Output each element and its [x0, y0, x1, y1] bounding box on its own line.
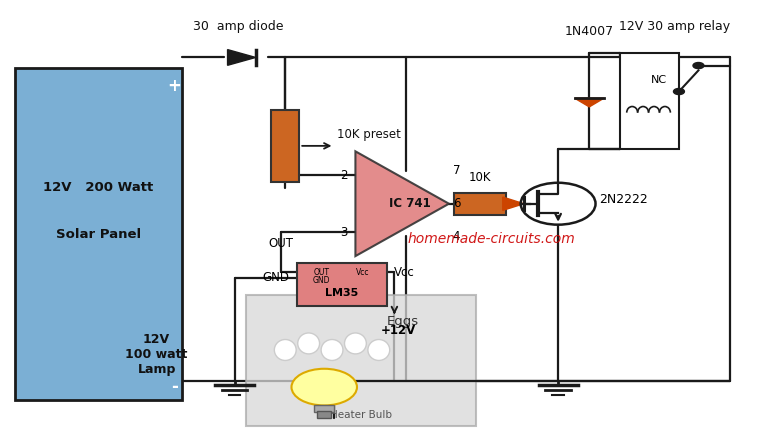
- Ellipse shape: [298, 333, 319, 354]
- Text: 4: 4: [453, 230, 460, 243]
- Text: Vcc: Vcc: [355, 268, 369, 277]
- Circle shape: [291, 369, 357, 406]
- Text: 30  amp diode: 30 amp diode: [193, 21, 284, 33]
- Text: LM35: LM35: [325, 288, 358, 298]
- Polygon shape: [227, 49, 255, 65]
- Text: 6: 6: [453, 197, 460, 210]
- Text: Vcc: Vcc: [394, 266, 415, 279]
- Polygon shape: [575, 98, 604, 107]
- Bar: [314, 405, 334, 412]
- Bar: [271, 110, 299, 182]
- Bar: [455, 193, 506, 215]
- Text: Heater Bulb: Heater Bulb: [330, 410, 392, 420]
- Text: 2: 2: [340, 169, 348, 182]
- Text: 3: 3: [341, 226, 348, 239]
- Polygon shape: [355, 151, 449, 256]
- Bar: [317, 411, 331, 418]
- Circle shape: [693, 63, 704, 69]
- Text: 7: 7: [453, 165, 460, 177]
- Ellipse shape: [321, 339, 343, 360]
- Text: 10K preset: 10K preset: [337, 128, 401, 141]
- Text: NC: NC: [651, 75, 666, 85]
- Text: homemade-circuits.com: homemade-circuits.com: [408, 232, 576, 246]
- Ellipse shape: [344, 333, 366, 354]
- Ellipse shape: [274, 339, 296, 360]
- Text: IC 741: IC 741: [389, 197, 431, 210]
- Text: +: +: [168, 77, 181, 95]
- Text: OUT: OUT: [313, 268, 329, 277]
- Ellipse shape: [368, 339, 390, 360]
- Bar: [15, 68, 182, 400]
- Text: 10K: 10K: [469, 171, 491, 184]
- Text: 12V   200 Watt: 12V 200 Watt: [44, 181, 154, 194]
- Circle shape: [673, 88, 684, 95]
- Text: Eggs: Eggs: [387, 315, 419, 328]
- Text: -: -: [171, 378, 178, 396]
- Text: +12V: +12V: [380, 324, 416, 337]
- Text: OUT: OUT: [269, 237, 294, 250]
- Bar: [297, 263, 387, 306]
- Text: Solar Panel: Solar Panel: [56, 228, 141, 241]
- Bar: [620, 53, 679, 149]
- Text: 12V
100 watt
Lamp: 12V 100 watt Lamp: [126, 333, 187, 376]
- Text: 2N2222: 2N2222: [600, 193, 648, 206]
- Text: 12V 30 amp relay: 12V 30 amp relay: [619, 21, 729, 33]
- Polygon shape: [503, 197, 524, 210]
- Text: GND: GND: [312, 276, 330, 286]
- Text: 1N4007: 1N4007: [565, 25, 614, 38]
- Bar: [246, 295, 476, 426]
- Text: GND: GND: [262, 272, 289, 284]
